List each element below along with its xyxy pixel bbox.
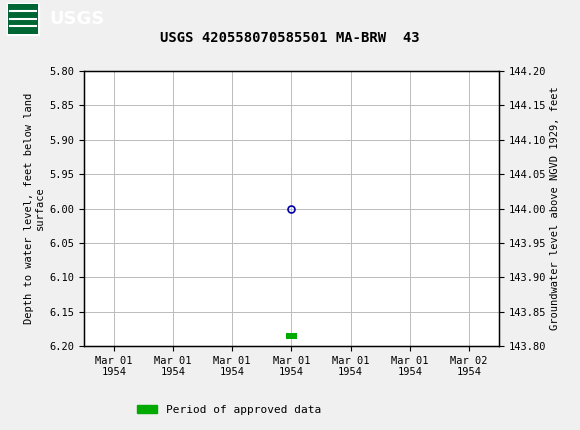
Text: USGS 420558070585501 MA-BRW  43: USGS 420558070585501 MA-BRW 43 — [160, 31, 420, 45]
Legend: Period of approved data: Period of approved data — [133, 400, 326, 419]
Bar — [286, 333, 297, 338]
Text: USGS: USGS — [49, 10, 104, 28]
Y-axis label: Depth to water level, feet below land
surface: Depth to water level, feet below land su… — [24, 93, 45, 324]
FancyBboxPatch shape — [7, 3, 39, 35]
FancyBboxPatch shape — [8, 4, 38, 34]
Y-axis label: Groundwater level above NGVD 1929, feet: Groundwater level above NGVD 1929, feet — [550, 87, 560, 330]
